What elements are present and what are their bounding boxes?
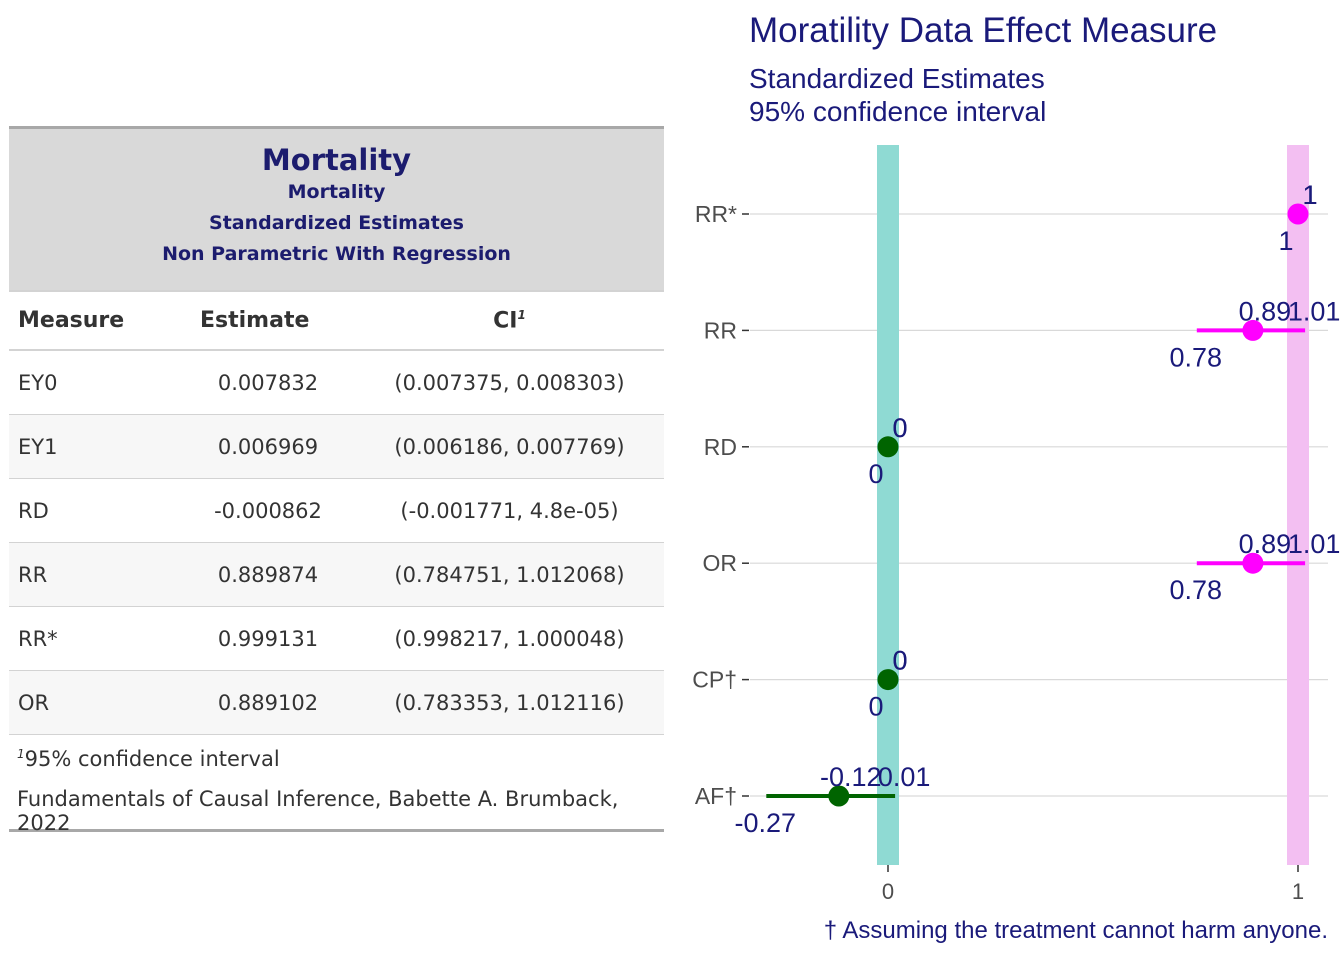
y-tick-label: RD bbox=[704, 434, 737, 460]
estimate-label: 0 bbox=[892, 413, 907, 443]
table-header: Mortality Mortality Standardized Estimat… bbox=[9, 126, 664, 292]
table-subtitle-3: Non Parametric With Regression bbox=[162, 243, 511, 265]
cell-measure: RR* bbox=[18, 626, 58, 651]
table-row: OR 0.889102 (0.783353, 1.012116) bbox=[9, 671, 664, 735]
y-tick-label: OR bbox=[703, 550, 738, 576]
cell-estimate: 0.889874 bbox=[217, 562, 319, 587]
table-source-note: Fundamentals of Causal Inference, Babett… bbox=[9, 781, 664, 835]
y-tick-label: RR bbox=[704, 317, 737, 343]
chart-subtitle-1: Standardized Estimates bbox=[749, 63, 1045, 94]
table-title: Mortality bbox=[261, 143, 412, 177]
table-subtitle-1: Mortality bbox=[287, 181, 386, 203]
table-row: RR* 0.999131 (0.998217, 1.000048) bbox=[9, 607, 664, 671]
cell-ci: (0.007375, 0.008303) bbox=[394, 370, 625, 395]
estimate-label: 0.89 bbox=[1239, 296, 1292, 326]
upper-label: 0 bbox=[892, 413, 907, 443]
table-row: EY0 0.007832 (0.007375, 0.008303) bbox=[9, 351, 664, 415]
table-row: RD -0.000862 (-0.001771, 4.8e-05) bbox=[9, 479, 664, 543]
estimate-point bbox=[877, 669, 899, 691]
cell-measure: EY1 bbox=[18, 434, 58, 459]
upper-label: 1.01 bbox=[1288, 529, 1341, 559]
column-header-measure: Measure bbox=[18, 308, 125, 333]
estimate-label: 1 bbox=[1302, 180, 1317, 210]
results-table: Mortality Mortality Standardized Estimat… bbox=[9, 126, 664, 835]
chart-subtitle-2: 95% confidence interval bbox=[749, 96, 1047, 127]
table-footnote: 195% confidence interval bbox=[9, 747, 664, 781]
estimate-point bbox=[828, 785, 850, 807]
cell-ci: (0.783353, 1.012116) bbox=[394, 690, 625, 715]
column-header-ci: CI1 bbox=[355, 308, 664, 333]
estimate-point bbox=[1287, 203, 1309, 225]
cell-ci: (0.784751, 1.012068) bbox=[394, 562, 625, 587]
lower-label: 0.78 bbox=[1170, 342, 1223, 372]
ci-label: CI bbox=[493, 308, 518, 334]
upper-label: 1.01 bbox=[1288, 296, 1341, 326]
footnote-mark: 1 bbox=[517, 307, 526, 322]
column-headers: Measure Estimate CI1 bbox=[9, 292, 664, 351]
estimate-label: -0.12 bbox=[820, 762, 882, 792]
reference-band bbox=[1287, 145, 1309, 865]
cell-estimate: 0.999131 bbox=[217, 626, 319, 651]
estimate-label: 0.89 bbox=[1239, 529, 1292, 559]
cell-estimate: 0.007832 bbox=[217, 370, 319, 395]
y-tick-label: AF† bbox=[695, 783, 737, 809]
y-tick-label: CP† bbox=[692, 667, 737, 693]
lower-label: 1 bbox=[1278, 226, 1293, 256]
lower-label: 0 bbox=[868, 459, 883, 489]
upper-label: 0.01 bbox=[878, 762, 931, 792]
lower-label: -0.27 bbox=[735, 808, 797, 838]
estimate-point bbox=[877, 436, 899, 458]
cell-estimate: 0.006969 bbox=[217, 434, 319, 459]
cell-measure: RR bbox=[18, 562, 48, 587]
y-tick-label: RR* bbox=[695, 201, 737, 227]
cell-measure: RD bbox=[18, 498, 49, 523]
upper-label: 0 bbox=[892, 646, 907, 676]
x-tick-label: 0 bbox=[882, 879, 894, 904]
footnote-mark: 1 bbox=[17, 747, 25, 761]
cell-ci: (-0.001771, 4.8e-05) bbox=[400, 498, 619, 523]
table-row: RR 0.889874 (0.784751, 1.012068) bbox=[9, 543, 664, 607]
footnote-text: 95% confidence interval bbox=[24, 747, 280, 771]
lower-label: 0.78 bbox=[1170, 575, 1223, 605]
chart-title: Moratility Data Effect Measure bbox=[749, 11, 1218, 50]
table-row: EY1 0.006969 (0.006186, 0.007769) bbox=[9, 415, 664, 479]
reference-band bbox=[877, 145, 899, 865]
cell-measure: EY0 bbox=[18, 370, 58, 395]
table-subtitle-2: Standardized Estimates bbox=[209, 212, 464, 234]
lower-label: 0 bbox=[868, 692, 883, 722]
cell-measure: OR bbox=[18, 690, 50, 715]
estimate-point bbox=[1242, 552, 1264, 574]
x-tick-label: 1 bbox=[1292, 879, 1304, 904]
chart-caption: † Assuming the treatment cannot harm any… bbox=[823, 917, 1328, 944]
upper-label: 1 bbox=[1302, 180, 1317, 210]
column-header-estimate: Estimate bbox=[200, 308, 310, 333]
cell-ci: (0.006186, 0.007769) bbox=[394, 434, 625, 459]
estimate-point bbox=[1242, 319, 1264, 341]
cell-ci: (0.998217, 1.000048) bbox=[394, 626, 625, 651]
estimate-label: 0 bbox=[892, 646, 907, 676]
cell-estimate: 0.889102 bbox=[217, 690, 319, 715]
cell-estimate: -0.000862 bbox=[214, 498, 322, 523]
